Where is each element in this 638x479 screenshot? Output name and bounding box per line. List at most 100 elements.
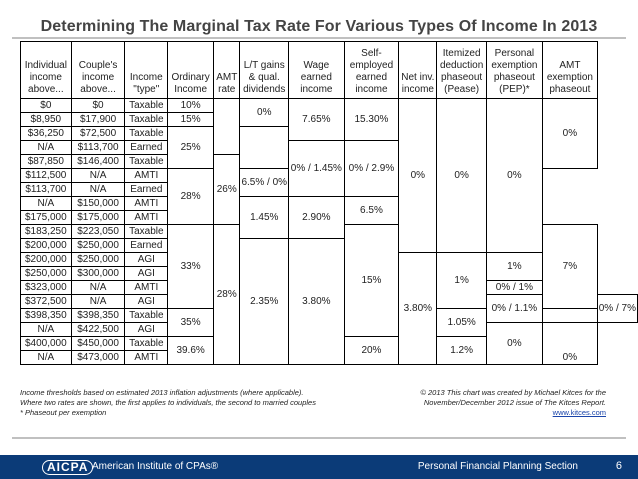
cell-cpl: N/A (70, 168, 126, 183)
cell-type: AGI (124, 266, 169, 281)
cell-cpl: $0 (70, 98, 126, 113)
footnote-thresholds: Income thresholds based on estimated 201… (20, 388, 304, 397)
netinv-rate: 0% (398, 98, 438, 253)
wage-rate: 2.35% (239, 238, 290, 365)
cell-ind: $183,250 (20, 224, 72, 239)
pep-rate: 0% (485, 98, 544, 253)
cell-cpl: $250,000 (70, 252, 126, 267)
cell-ind: $398,350 (20, 308, 72, 323)
kitces-link[interactable]: www.kitces.com (552, 408, 606, 417)
cell-ind: $175,000 (20, 210, 72, 225)
cell-cpl: $150,000 (70, 196, 126, 211)
cell-cpl: $223,050 (70, 224, 126, 239)
ordinary-rate: 35% (167, 308, 215, 337)
cell-cpl: $422,500 (70, 322, 126, 337)
cell-cpl: $72,500 (70, 126, 126, 141)
cell-cpl: $113,700 (70, 140, 126, 155)
ordinary-rate: 28% (167, 168, 215, 225)
header-ltgains: L/T gains & qual. dividends (239, 41, 290, 99)
ltgains-rate: 0% (239, 98, 290, 127)
header-amtex: AMT exemption phaseout (542, 41, 598, 99)
cell-type: AMTI (124, 168, 169, 183)
header-selfemp: Self-employed earned income (343, 41, 400, 99)
cell-type: Earned (124, 140, 169, 155)
header-netinv: Net inv. income (398, 41, 438, 99)
cell-type: Taxable (124, 154, 169, 169)
cell-cpl: $300,000 (70, 266, 126, 281)
ordinary-rate: 33% (167, 224, 215, 309)
ordinary-rate: 39.6% (167, 336, 215, 365)
cell-ind: N/A (20, 322, 72, 337)
cell-ind: $200,000 (20, 252, 72, 267)
wage-rate: 1.45% (239, 196, 290, 239)
footnote-pep: * Phaseout per exemption (20, 408, 107, 417)
aicpa-logo: AICPA (42, 460, 94, 475)
header-ordinary: Ordinary Income (167, 41, 215, 99)
chart-title: Determining The Marginal Tax Rate For Va… (40, 18, 598, 35)
wage-rate: 0% / 1.45% (288, 140, 345, 197)
credit-line: © 2013 This chart was created by Michael… (420, 388, 606, 397)
cell-ind: $400,000 (20, 336, 72, 351)
cell-type: Earned (124, 238, 169, 253)
amt-rate: 28% (213, 224, 241, 365)
header-amt: AMT rate (213, 41, 241, 99)
cell-type: Taxable (124, 98, 169, 113)
amtex-rate: 6.5% (343, 196, 400, 225)
credit-block: © 2013 This chart was created by Michael… (420, 388, 606, 418)
page-number: 6 (615, 460, 622, 472)
cell-ind: $8,950 (20, 112, 72, 127)
tax-rate-table: Individual income above... Couple's inco… (20, 41, 638, 365)
selfemp-rate: 3.80% (288, 238, 345, 365)
amtex-rate: 7% (542, 224, 598, 309)
cell-type: AMTI (124, 210, 169, 225)
pep-rate: 0% / 1% (485, 280, 544, 295)
cell-cpl: $473,000 (70, 350, 126, 365)
amtex-rate: 0% (542, 322, 598, 365)
selfemp-rate: 2.90% (288, 196, 345, 239)
header-pease: Itemized deduction phaseout (Pease) (436, 41, 487, 99)
cell-type: AGI (124, 322, 169, 337)
cell-type: AMTI (124, 350, 169, 365)
ordinary-rate: 10% (167, 98, 215, 113)
credit-line: November/December 2012 issue of The Kitc… (423, 398, 606, 407)
ltgains-rate: 15% (343, 224, 400, 337)
top-rule (12, 37, 626, 39)
org-name: American Institute of CPAs® (92, 461, 219, 472)
header-type: Income "type" (124, 41, 169, 99)
cell-type: AGI (124, 294, 169, 309)
cell-type: Taxable (124, 126, 169, 141)
cell-type: Taxable (124, 336, 169, 351)
pease-rate: 1.2% (436, 336, 487, 365)
selfemp-rate: 0% / 2.9% (343, 140, 400, 197)
cell-cpl: $398,350 (70, 308, 126, 323)
cell-cpl: $250,000 (70, 238, 126, 253)
ltgains-rate: 20% (343, 336, 400, 365)
cell-type: Taxable (124, 112, 169, 127)
cell-cpl: $450,000 (70, 336, 126, 351)
cell-cpl: N/A (70, 182, 126, 197)
amtex-rate: 0% (542, 98, 598, 169)
header-wage: Wage earned income (288, 41, 345, 99)
cell-ind: $0 (20, 98, 72, 113)
cell-ind: $372,500 (20, 294, 72, 309)
cell-ind: N/A (20, 196, 72, 211)
footnotes: Income thresholds based on estimated 201… (20, 388, 316, 418)
amtex-rate: 0% / 7% (596, 294, 638, 323)
cell-type: Taxable (124, 224, 169, 239)
ordinary-rate: 15% (167, 112, 215, 127)
cell-ind: $36,250 (20, 126, 72, 141)
cell-type: Taxable (124, 308, 169, 323)
cell-ind: $200,000 (20, 238, 72, 253)
ordinary-rate: 25% (167, 126, 215, 169)
cell-type: AGI (124, 252, 169, 267)
header-couple: Couple's income above... (70, 41, 126, 99)
wage-rate: 7.65% (288, 98, 345, 141)
amt-rate: 26% (213, 154, 241, 225)
cell-ind: $113,700 (20, 182, 72, 197)
cell-ind: N/A (20, 350, 72, 365)
section-name: Personal Financial Planning Section (417, 461, 578, 472)
pep-rate: 0% (485, 322, 544, 365)
footer-bar: AICPA American Institute of CPAs® Person… (0, 455, 638, 479)
cell-type: Earned (124, 182, 169, 197)
pep-rate: 1% (485, 252, 544, 281)
